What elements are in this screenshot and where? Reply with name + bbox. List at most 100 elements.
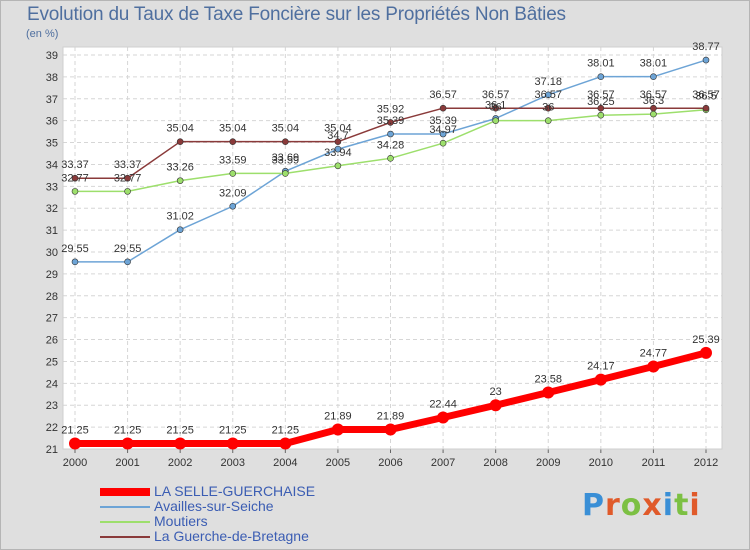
legend-swatch (100, 488, 150, 496)
data-point (702, 104, 710, 112)
data-point (71, 188, 79, 195)
data-label: 21.89 (324, 411, 352, 423)
y-tick-label: 24 (46, 378, 58, 390)
legend-label: LA SELLE-GUERCHAISE (154, 483, 316, 499)
legend-swatch (100, 521, 150, 523)
legend-item: Moutiers (100, 513, 400, 529)
data-point (124, 174, 131, 182)
data-label: 36 (542, 102, 554, 114)
legend-swatch (100, 536, 150, 538)
x-tick-label: 2006 (378, 457, 402, 469)
y-tick-label: 23 (46, 400, 58, 412)
y-tick-label: 37 (46, 94, 58, 106)
data-label: 21.25 (61, 425, 89, 437)
data-point (387, 130, 394, 138)
unit-label: (en %) (26, 28, 59, 40)
data-label: 32.77 (61, 172, 89, 184)
x-tick-label: 2009 (536, 457, 560, 469)
data-label: 34.7 (327, 130, 348, 142)
data-point (597, 111, 605, 119)
chart-title: Evolution du Taux de Taxe Foncière sur l… (27, 4, 566, 25)
data-label: 33.59 (219, 154, 247, 166)
legend-label: Moutiers (154, 513, 208, 529)
y-tick-label: 28 (46, 291, 58, 303)
data-point (124, 258, 131, 266)
data-point (542, 386, 555, 399)
y-tick-label: 36 (46, 116, 58, 128)
legend: LA SELLE-GUERCHAISE Availles-sur-Seiche Mo… (100, 483, 400, 544)
data-point (594, 373, 607, 386)
data-label: 35.92 (377, 103, 405, 115)
data-label: 35.39 (377, 115, 405, 127)
y-tick-label: 32 (46, 203, 58, 215)
data-label: 21.89 (377, 411, 405, 423)
data-point (176, 177, 184, 184)
data-label: 33.69 (272, 152, 300, 164)
data-point (702, 56, 710, 64)
data-point (71, 174, 79, 182)
data-label: 37.18 (534, 76, 562, 88)
y-tick-label: 21 (46, 444, 58, 456)
data-label: 33.37 (114, 159, 142, 171)
x-tick-label: 2002 (168, 457, 192, 469)
data-point (439, 130, 447, 138)
y-tick-label: 29 (46, 269, 58, 281)
data-label: 23.58 (534, 374, 562, 386)
y-tick-label: 34 (46, 159, 58, 171)
logo-letter: o (620, 488, 643, 523)
data-label: 35.04 (272, 123, 300, 135)
data-point (387, 119, 394, 126)
data-label: 29.55 (61, 243, 89, 255)
data-label: 33.37 (61, 159, 89, 171)
x-tick-label: 2001 (115, 457, 139, 469)
data-label: 36.57 (587, 89, 615, 101)
legend-item: La Guerche-de-Bretagne (100, 528, 400, 544)
plot-border (62, 46, 723, 450)
logo-letter: i (662, 488, 675, 523)
data-label: 34.28 (377, 139, 405, 151)
data-point (334, 162, 342, 170)
y-tick-label: 39 (46, 50, 58, 62)
data-label: 36.57 (692, 89, 720, 101)
data-point (650, 110, 657, 118)
data-label: 21.25 (166, 425, 194, 437)
y-tick-label: 26 (46, 335, 58, 347)
data-label: 36.57 (640, 89, 668, 101)
proxiti-logo: Proxiti (582, 488, 701, 523)
data-label: 21.25 (114, 425, 142, 437)
data-label: 35.04 (324, 123, 352, 135)
logo-letter: P (582, 488, 605, 523)
data-label: 33.94 (324, 147, 352, 159)
y-tick-label: 35 (46, 138, 58, 150)
data-label: 36.57 (482, 89, 510, 101)
plot-area (63, 47, 722, 449)
x-tick-label: 2010 (589, 457, 613, 469)
data-label: 36.5 (695, 91, 716, 103)
legend-item: Availles-sur-Seiche (100, 498, 400, 514)
y-tick-label: 33 (46, 181, 58, 193)
y-tick-label: 38 (46, 72, 58, 84)
data-point (176, 138, 184, 145)
x-tick-label: 2000 (63, 457, 87, 469)
data-point (700, 346, 712, 359)
y-tick-label: 31 (46, 225, 58, 237)
data-point (544, 104, 552, 112)
logo-letter: r (605, 488, 621, 523)
data-point (492, 104, 499, 112)
data-point (597, 104, 605, 112)
data-point (492, 117, 499, 124)
data-point (174, 437, 187, 450)
data-label: 25.39 (692, 334, 720, 346)
data-point (229, 202, 237, 210)
logo-letter: x (642, 488, 663, 523)
x-tick-label: 2007 (431, 457, 455, 469)
data-point (229, 138, 237, 145)
data-label: 36 (490, 102, 502, 114)
legend-label: La Guerche-de-Bretagne (154, 528, 309, 544)
data-label: 24.17 (587, 361, 615, 373)
data-label: 21.25 (272, 425, 300, 437)
legend-item: LA SELLE-GUERCHAISE (100, 483, 400, 499)
data-point (387, 155, 394, 162)
data-label: 33.26 (166, 162, 194, 174)
